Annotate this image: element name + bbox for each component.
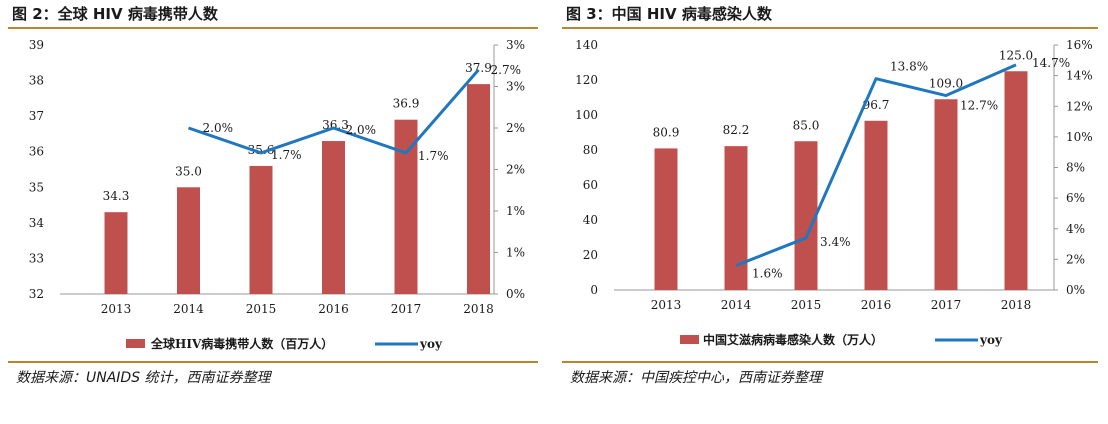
- y-right-tick-label: 3%: [506, 38, 525, 52]
- y-left-tick-label: 37: [29, 109, 44, 123]
- bar: [394, 119, 418, 294]
- bar: [1004, 71, 1028, 290]
- bar: [249, 165, 273, 294]
- y-right-tick-label: 0%: [506, 287, 525, 301]
- bar: [724, 146, 748, 290]
- yoy-line: [188, 68, 480, 155]
- yoy-value-label: 12.7%: [960, 99, 998, 113]
- legend-line-label: yoy: [979, 333, 1003, 347]
- legend-line-label: yoy: [419, 337, 443, 351]
- right-source-rule: [562, 361, 1098, 363]
- right-title-rule: [562, 27, 1098, 29]
- y-left-tick-label: 38: [29, 74, 44, 88]
- y-left-tick-label: 80: [583, 143, 598, 157]
- y-left-tick-label: 39: [29, 38, 44, 52]
- y-right-tick-label: 8%: [1066, 161, 1085, 175]
- y-left-tick-label: 20: [583, 248, 598, 262]
- x-tick-label: 2016: [318, 302, 349, 316]
- bar-value-label: 82.2: [723, 123, 750, 137]
- bar-value-label: 37.9: [465, 61, 492, 75]
- y-right-tick-label: 1%: [506, 246, 525, 260]
- yoy-value-label: 3.4%: [820, 235, 851, 249]
- y-left-tick-label: 60: [583, 178, 598, 192]
- x-tick-label: 2015: [246, 302, 277, 316]
- yoy-value-label: 14.7%: [1032, 56, 1070, 70]
- left-chart-svg: 32 33 34 35 36 37 38 39 0% 1% 1% 2% 2% 3% 3% 34.3 2013 35…: [29, 38, 525, 351]
- y-right-tick-label: 4%: [1066, 222, 1085, 236]
- bar-value-label: 125.0: [999, 48, 1033, 62]
- legend-bar-label: 中国艾滋病病毒感染人数（万人）: [703, 332, 883, 347]
- y-right-tick-label: 2%: [506, 163, 525, 177]
- bar-value-label: 109.0: [929, 76, 963, 90]
- y-right-tick-label: 3%: [506, 80, 525, 94]
- y-right-tick-label: 0%: [1066, 283, 1085, 297]
- bar: [794, 141, 818, 290]
- y-left-tick-label: 32: [29, 287, 44, 301]
- x-tick-label: 2015: [791, 298, 822, 312]
- yoy-value-label: 1.6%: [752, 267, 783, 281]
- y-right-tick-label: 14%: [1066, 69, 1093, 83]
- y-right-tick-label: 12%: [1066, 99, 1093, 113]
- left-chart-title: 图 2：全球 HIV 病毒携带人数: [12, 5, 218, 23]
- right-chart-svg: 0 20 40 60 80 100 120 140 0% 2% 4% 6% 8% 10% 12% 14% 16%…: [575, 38, 1093, 347]
- y-left-tick-label: 34: [29, 216, 45, 230]
- x-tick-label: 2013: [651, 298, 682, 312]
- yoy-value-label: 2.0%: [203, 121, 234, 135]
- y-left-tick-label: 120: [575, 73, 598, 87]
- y-left-tick-label: 140: [575, 38, 598, 52]
- yoy-value-label: 2.7%: [491, 63, 522, 77]
- x-tick-label: 2017: [391, 302, 422, 316]
- y-right-tick-label: 10%: [1066, 130, 1093, 144]
- bar-value-label: 80.9: [653, 125, 680, 139]
- y-right-tick-label: 2%: [506, 121, 525, 135]
- x-tick-label: 2018: [463, 302, 494, 316]
- yoy-value-label: 1.7%: [418, 149, 449, 163]
- y-right-tick-label: 6%: [1066, 191, 1085, 205]
- y-right-tick-label: 1%: [506, 204, 525, 218]
- y-right-tick-label: 16%: [1066, 38, 1093, 52]
- bar: [864, 120, 888, 291]
- bar: [322, 141, 345, 294]
- right-chart-source: 数据来源：中国疾控中心，西南证券整理: [570, 370, 822, 386]
- x-tick-label: 2018: [1001, 298, 1032, 312]
- bar: [104, 212, 128, 294]
- right-chart-title: 图 3：中国 HIV 病毒感染人数: [566, 5, 772, 23]
- legend-bar-label: 全球HIV病毒携带人数（百万人）: [150, 336, 333, 351]
- bar: [177, 187, 200, 294]
- x-tick-label: 2014: [721, 298, 752, 312]
- y-left-tick-label: 0: [590, 283, 598, 297]
- bar-value-label: 36.9: [393, 97, 420, 111]
- x-tick-label: 2017: [931, 298, 962, 312]
- yoy-line: [735, 63, 1017, 267]
- y-left-tick-label: 36: [29, 145, 44, 159]
- y-right-tick-label: 2%: [1066, 252, 1085, 266]
- left-chart-panel: 图 2：全球 HIV 病毒携带人数 32 33 34 35 36 37 38 39 0% 1% 1%…: [8, 0, 538, 400]
- bar-value-label: 85.0: [793, 118, 820, 132]
- bar: [654, 148, 678, 290]
- x-tick-label: 2013: [101, 302, 132, 316]
- x-tick-label: 2014: [173, 302, 204, 316]
- yoy-value-label: 1.7%: [271, 148, 302, 162]
- yoy-value-label: 2.0%: [346, 123, 377, 137]
- bar-value-label: 34.3: [103, 189, 130, 203]
- bar-value-label: 35.6: [248, 143, 275, 157]
- y-left-tick-label: 100: [575, 108, 598, 122]
- yoy-value-label: 13.8%: [890, 60, 928, 74]
- left-chart-source: 数据来源：UNAIDS 统计，西南证券整理: [16, 370, 271, 386]
- bar-value-label: 35.0: [175, 164, 202, 178]
- x-tick-label: 2016: [861, 298, 892, 312]
- bar: [467, 84, 490, 294]
- left-title-rule: [8, 27, 538, 29]
- bar: [934, 99, 958, 290]
- left-source-rule: [8, 361, 538, 363]
- y-left-tick-label: 40: [583, 213, 598, 227]
- y-left-tick-label: 33: [29, 251, 44, 265]
- y-left-tick-label: 35: [29, 180, 44, 194]
- right-chart-panel: 图 3：中国 HIV 病毒感染人数 0 20 40 60 80 100 120 140 0% 2%…: [562, 0, 1098, 400]
- legend-bar-swatch: [126, 339, 145, 348]
- legend-bar-swatch: [680, 335, 699, 344]
- bar-value-label: 96.7: [863, 98, 890, 112]
